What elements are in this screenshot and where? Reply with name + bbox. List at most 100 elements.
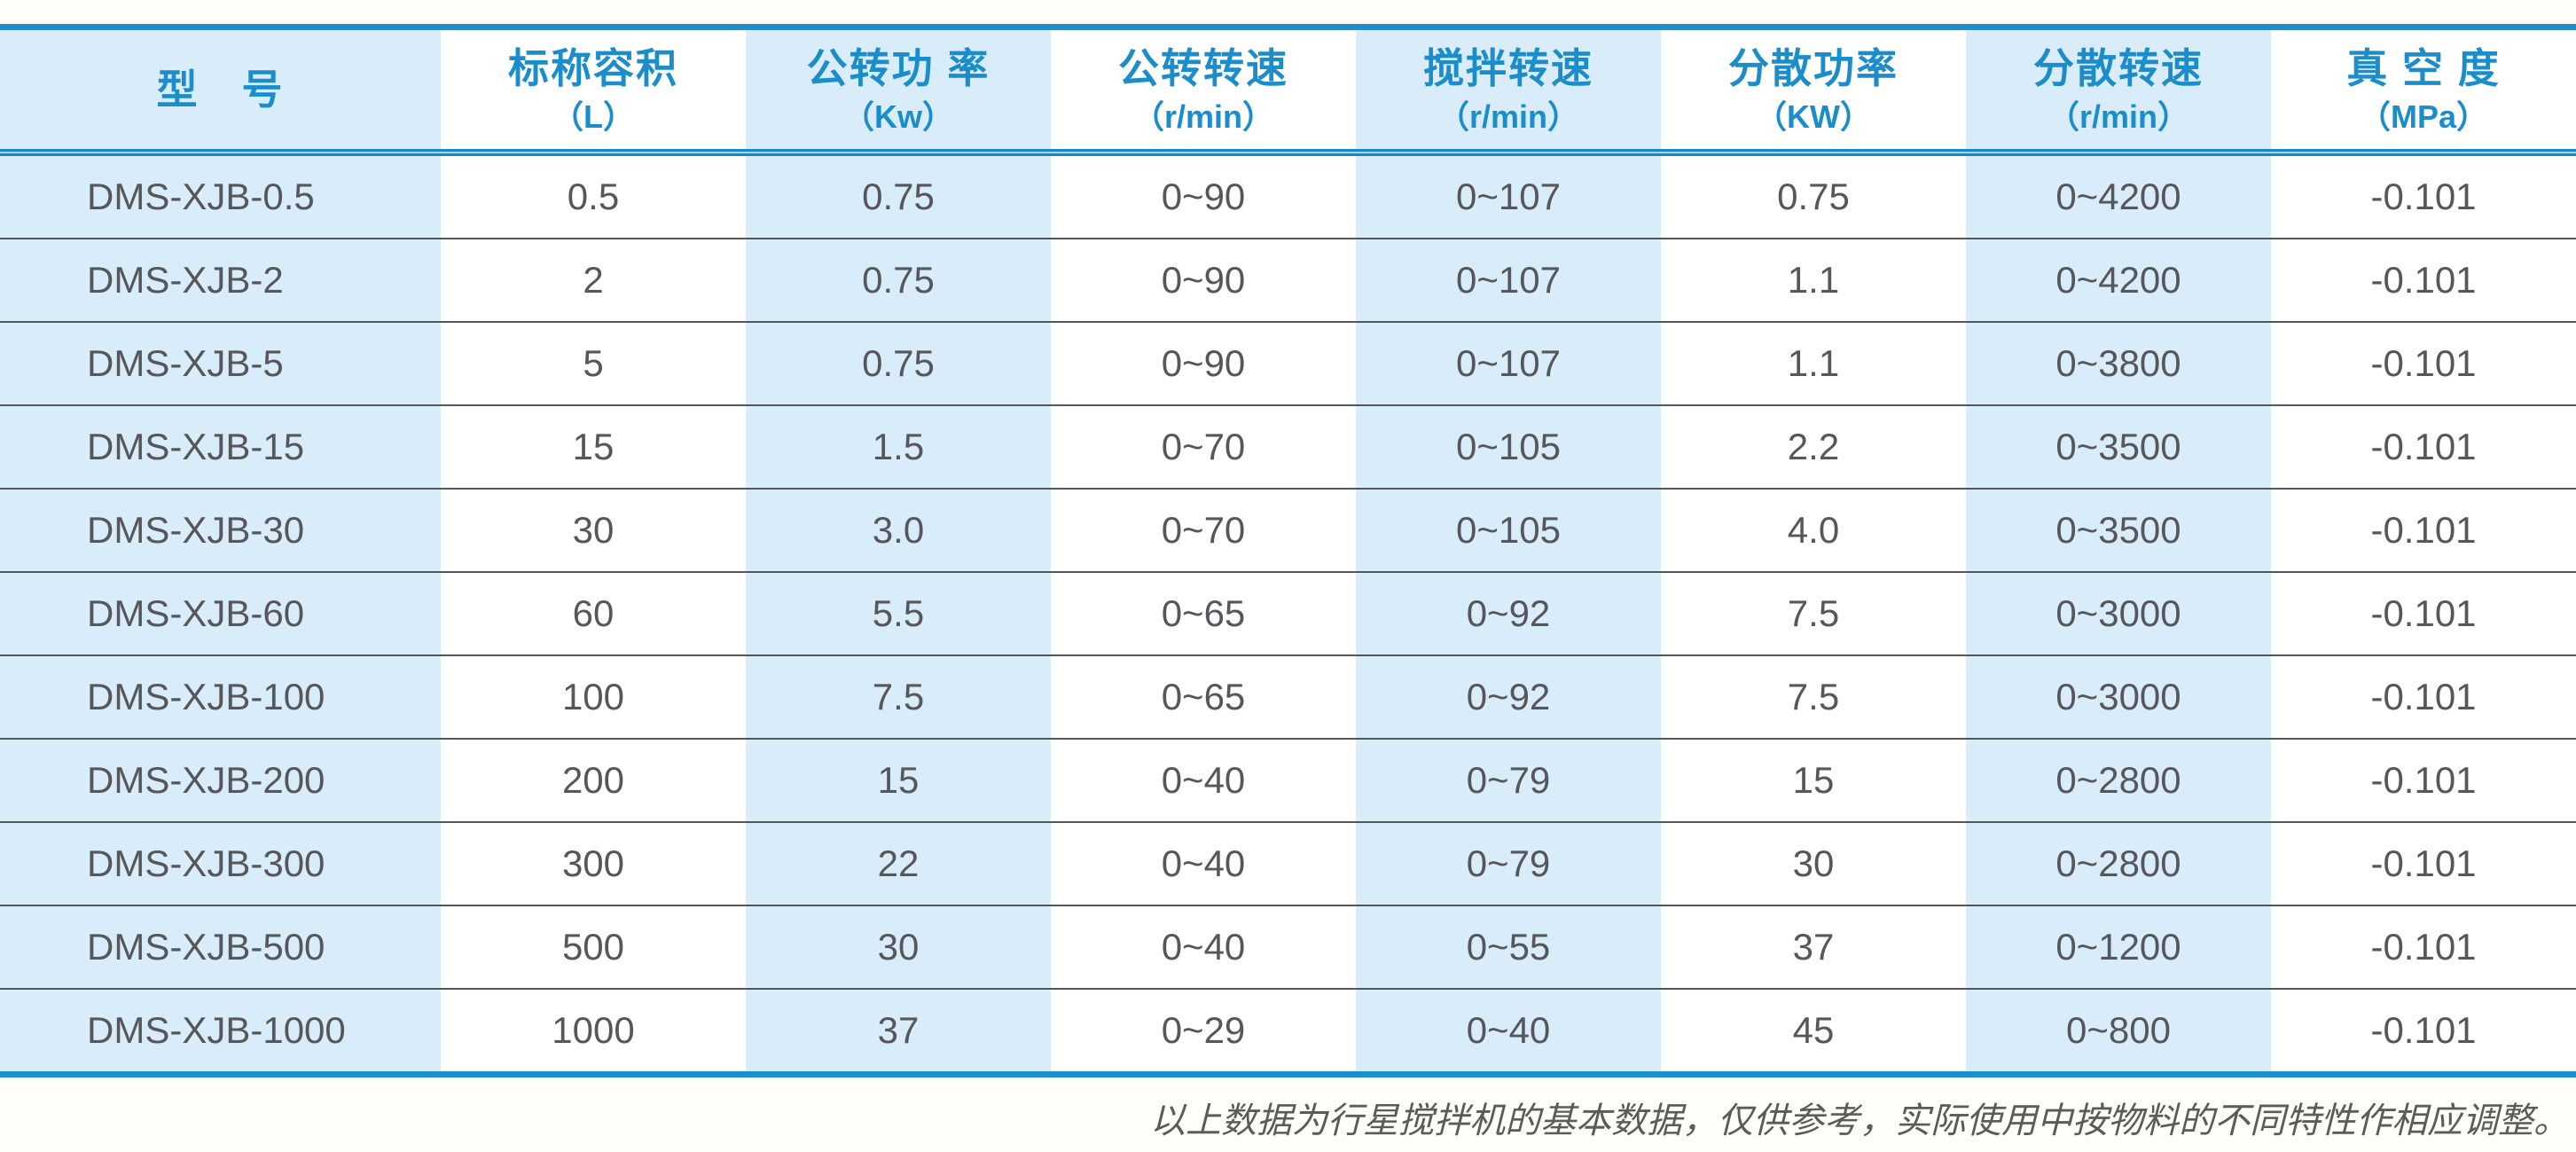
value-cell: 0~105 [1356, 488, 1661, 572]
value-cell: -0.101 [2271, 988, 2576, 1075]
table-row: DMS-XJB-2 2 0.75 0~90 0~107 1.1 0~4200 -0.101 [0, 238, 2576, 322]
column-unit: （KW） [1755, 98, 1872, 135]
value-cell: 300 [441, 821, 746, 905]
value-cell: 1.5 [746, 404, 1051, 489]
value-cell: 0~65 [1051, 654, 1356, 739]
value-cell: -0.101 [2271, 654, 2576, 739]
value-cell: 0.75 [746, 156, 1051, 239]
value-cell: 0~92 [1356, 654, 1661, 739]
spec-table: 型 号 标称容积 （L） 公转功 率 （Kw） 公转转速 （r/min） 搅拌转速 （r/min… [0, 24, 2576, 1078]
model-cell: DMS-XJB-5 [0, 321, 441, 405]
value-cell: -0.101 [2271, 821, 2576, 905]
table-row: DMS-XJB-30 30 3.0 0~70 0~105 4.0 0~3500 -0.101 [0, 488, 2576, 572]
header-rule-row [0, 149, 2576, 156]
value-cell: 37 [746, 988, 1051, 1075]
column-header-4: 搅拌转速 （r/min） [1356, 27, 1661, 149]
column-unit: （r/min） [2047, 98, 2189, 135]
table-header: 型 号 标称容积 （L） 公转功 率 （Kw） 公转转速 （r/min） 搅拌转速 （r/min… [0, 27, 2576, 156]
value-cell: 0~1200 [1966, 905, 2271, 989]
value-cell: 0.75 [746, 321, 1051, 405]
value-cell: 7.5 [746, 654, 1051, 739]
model-cell: DMS-XJB-100 [0, 654, 441, 739]
model-cell: DMS-XJB-300 [0, 821, 441, 905]
model-cell: DMS-XJB-500 [0, 905, 441, 989]
column-header-1: 标称容积 （L） [441, 27, 746, 149]
table-row: DMS-XJB-60 60 5.5 0~65 0~92 7.5 0~3000 -0.101 [0, 571, 2576, 655]
value-cell: 4.0 [1661, 488, 1966, 572]
value-cell: 0.5 [441, 156, 746, 239]
model-cell: DMS-XJB-30 [0, 488, 441, 572]
value-cell: 0~40 [1356, 988, 1661, 1075]
table-row: DMS-XJB-1000 1000 37 0~29 0~40 45 0~800 -0.101 [0, 988, 2576, 1075]
value-cell: 0~107 [1356, 321, 1661, 405]
value-cell: 0~79 [1356, 821, 1661, 905]
value-cell: -0.101 [2271, 571, 2576, 655]
value-cell: 15 [746, 738, 1051, 822]
model-cell: DMS-XJB-1000 [0, 988, 441, 1075]
column-title: 分散转速 [2033, 45, 2204, 91]
model-cell: DMS-XJB-15 [0, 404, 441, 489]
column-unit: （L） [552, 98, 635, 135]
column-title: 标称容积 [508, 45, 678, 91]
column-header-3: 公转转速 （r/min） [1051, 27, 1356, 149]
column-title: 公转转速 [1118, 45, 1288, 91]
model-cell: DMS-XJB-60 [0, 571, 441, 655]
value-cell: -0.101 [2271, 238, 2576, 322]
column-header-0: 型 号 [0, 27, 441, 149]
model-cell: DMS-XJB-2 [0, 238, 441, 322]
value-cell: -0.101 [2271, 905, 2576, 989]
value-cell: 0~3000 [1966, 571, 2271, 655]
column-header-2: 公转功 率 （Kw） [746, 27, 1051, 149]
value-cell: 0~29 [1051, 988, 1356, 1075]
value-cell: 0~3000 [1966, 654, 2271, 739]
column-header-7: 真 空 度 （MPa） [2271, 27, 2576, 149]
value-cell: 0~107 [1356, 156, 1661, 239]
header-row: 型 号 标称容积 （L） 公转功 率 （Kw） 公转转速 （r/min） 搅拌转速 （r/min… [0, 27, 2576, 149]
value-cell: -0.101 [2271, 156, 2576, 239]
column-unit: （r/min） [1437, 98, 1579, 135]
table-row: DMS-XJB-15 15 1.5 0~70 0~105 2.2 0~3500 -0.101 [0, 404, 2576, 489]
value-cell: 0~105 [1356, 404, 1661, 489]
column-unit: （MPa） [2358, 98, 2489, 135]
value-cell: 0~79 [1356, 738, 1661, 822]
value-cell: 1000 [441, 988, 746, 1075]
value-cell: 2 [441, 238, 746, 322]
value-cell: 60 [441, 571, 746, 655]
value-cell: 0~55 [1356, 905, 1661, 989]
column-header-6: 分散转速 （r/min） [1966, 27, 2271, 149]
table-body: DMS-XJB-0.5 0.5 0.75 0~90 0~107 0.75 0~4200 -0.… [0, 156, 2576, 1075]
model-cell: DMS-XJB-200 [0, 738, 441, 822]
footnote-text: 以上数据为行星搅拌机的基本数据，仅供参考，实际使用中按物料的不同特性作相应调整。 [1150, 1101, 2569, 1140]
column-title: 型 号 [156, 67, 285, 113]
column-title: 真 空 度 [2346, 45, 2501, 91]
value-cell: 0.75 [746, 238, 1051, 322]
value-cell: 0~3800 [1966, 321, 2271, 405]
table-row: DMS-XJB-200 200 15 0~40 0~79 15 0~2800 -0.101 [0, 738, 2576, 822]
value-cell: 0~3500 [1966, 404, 2271, 489]
value-cell: 0~40 [1051, 738, 1356, 822]
value-cell: 1.1 [1661, 321, 1966, 405]
value-cell: 200 [441, 738, 746, 822]
value-cell: 0~90 [1051, 321, 1356, 405]
value-cell: 3.0 [746, 488, 1051, 572]
column-title: 公转功 率 [806, 45, 990, 91]
column-header-5: 分散功率 （KW） [1661, 27, 1966, 149]
value-cell: -0.101 [2271, 738, 2576, 822]
value-cell: 0~3500 [1966, 488, 2271, 572]
value-cell: 45 [1661, 988, 1966, 1075]
value-cell: 0~70 [1051, 488, 1356, 572]
value-cell: 15 [1661, 738, 1966, 822]
column-title: 搅拌转速 [1423, 45, 1593, 91]
value-cell: 0~90 [1051, 156, 1356, 239]
value-cell: 0.75 [1661, 156, 1966, 239]
value-cell: 500 [441, 905, 746, 989]
value-cell: 1.1 [1661, 238, 1966, 322]
value-cell: 37 [1661, 905, 1966, 989]
value-cell: 15 [441, 404, 746, 489]
value-cell: 7.5 [1661, 654, 1966, 739]
value-cell: 5 [441, 321, 746, 405]
value-cell: 5.5 [746, 571, 1051, 655]
column-unit: （Kw） [842, 98, 954, 135]
model-cell: DMS-XJB-0.5 [0, 156, 441, 239]
table-row: DMS-XJB-300 300 22 0~40 0~79 30 0~2800 -0.101 [0, 821, 2576, 905]
